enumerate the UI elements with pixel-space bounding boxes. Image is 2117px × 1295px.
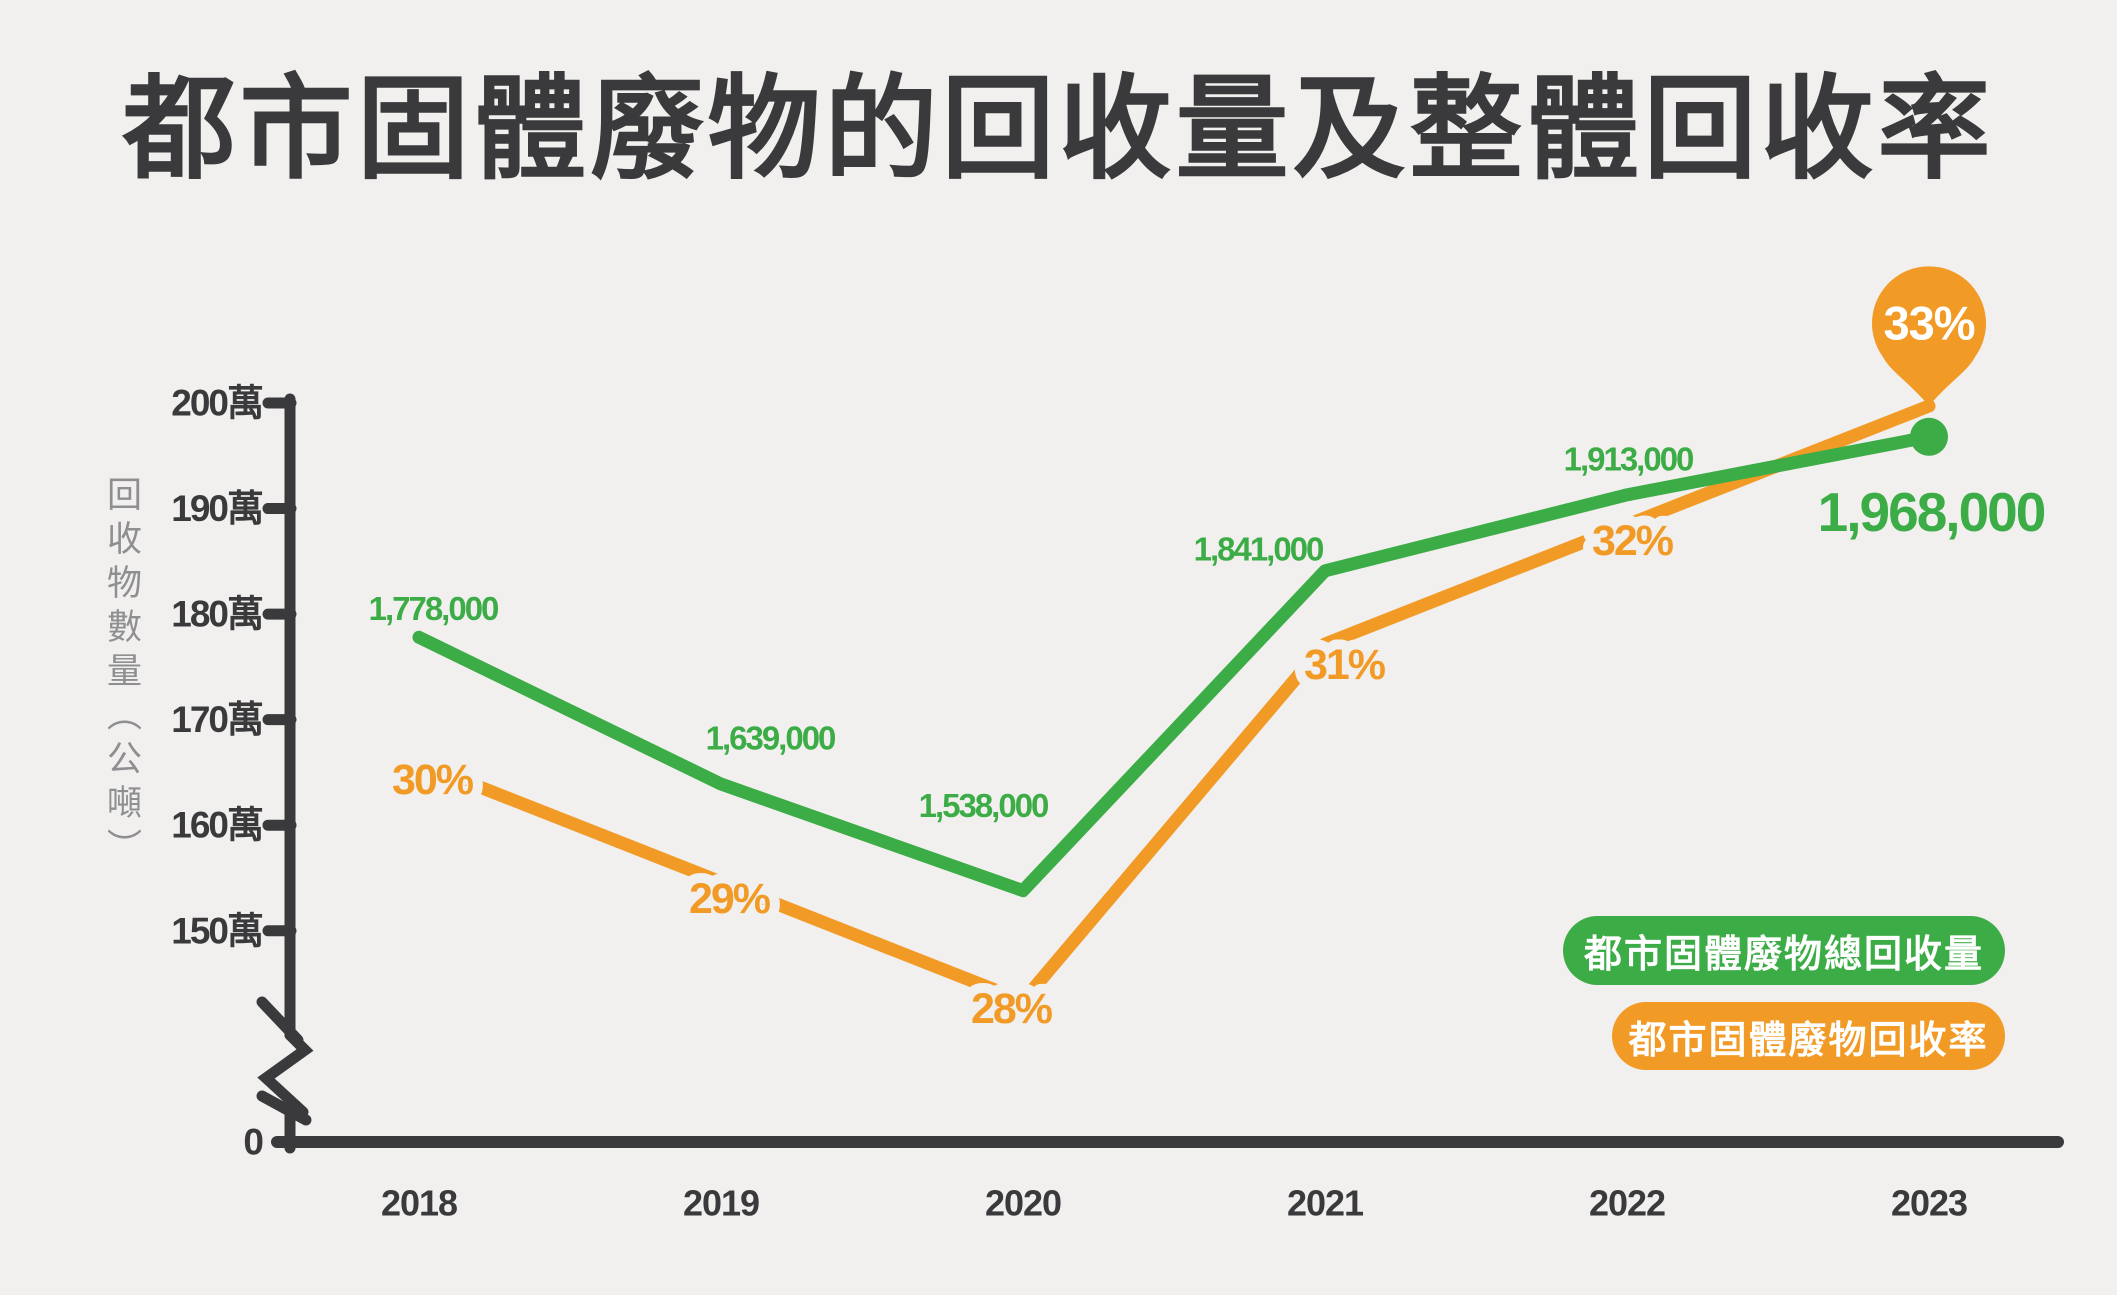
year-label: 2021 [1287,1183,1364,1224]
rate-point-label: 30% [392,756,474,804]
quantity-point-label: 1,538,000 [919,787,1048,824]
rate-point-label: 29% [689,875,771,923]
y-zero-label: 0 [243,1122,263,1163]
year-label: 2023 [1891,1183,1967,1224]
rate-point-label: 28% [971,985,1053,1033]
page-title: 都市固體廢物的回收量及整體回收率 [122,66,1995,192]
year-label: 2020 [985,1183,1061,1224]
legend-quantity-label: 都市固體廢物總回收量 [1583,934,1984,976]
y-tick-label: 170萬 [171,699,263,740]
rate-line [412,399,1936,1008]
y-tick-label: 190萬 [171,488,263,529]
quantity-endpoint-dot [1910,417,1948,456]
rate-point-label: 32% [1592,517,1674,565]
quantity-line [412,430,1936,898]
y-tick-label: 180萬 [171,594,263,635]
y-tick-label: 150萬 [171,910,263,951]
rate-point-label: 31% [1304,641,1386,689]
rate-pin-marker [1872,266,1986,406]
legend-quantity-pill: 都市固體廢物總回收量 [1563,916,2005,985]
y-axis-label: 回收物數量（公噸） [102,476,141,872]
quantity-point-label: 1,778,000 [369,590,498,627]
final-quantity-label: 1,968,000 [1818,481,2045,543]
quantity-point-label: 1,639,000 [706,720,835,757]
quantity-point-label: 1,913,000 [1564,440,1693,477]
legend-rate-label: 都市固體廢物回收率 [1628,1019,1989,1062]
y-tick-label: 160萬 [171,805,263,846]
year-label: 2018 [381,1183,457,1224]
rate-pin-label: 33% [1883,297,1974,350]
y-axis-break-slash-top [256,996,304,1046]
quantity-point-label: 1,841,000 [1194,530,1323,567]
year-label: 2019 [683,1183,759,1224]
year-label: 2022 [1589,1183,1665,1224]
y-axis-break-slash-bottom [256,1090,312,1126]
y-tick-label: 200萬 [171,383,263,424]
legend-rate-pill: 都市固體廢物回收率 [1612,1002,2005,1070]
